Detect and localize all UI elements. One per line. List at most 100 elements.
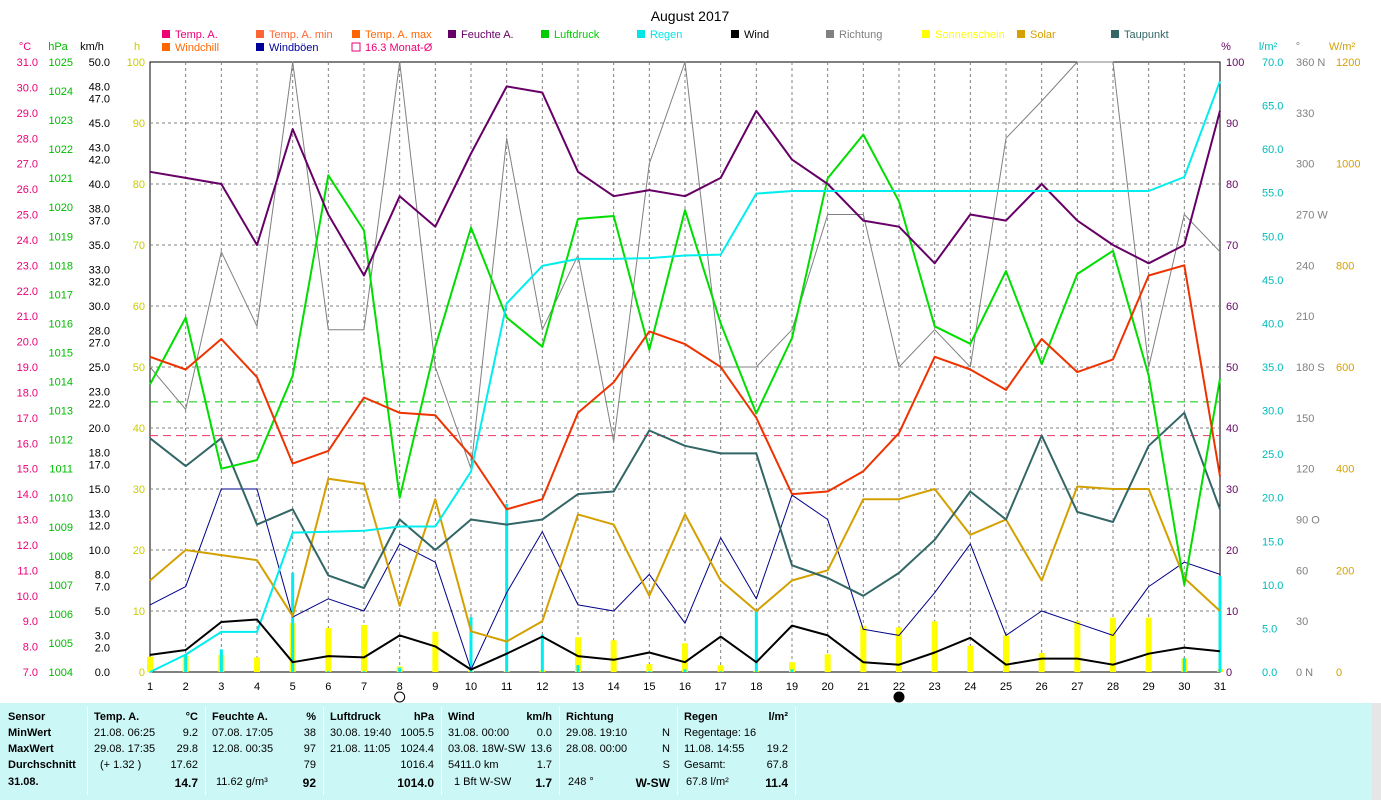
humidity-today-value: 92 (302, 776, 316, 790)
legend-label-7: Richtung (839, 29, 882, 41)
x-tick-label: 12 (536, 681, 548, 693)
tick-rain: 5.0 (1262, 623, 1277, 635)
direction-column: Richtung 29.08. 19:10 N 28.08. 00:00 N S 2… (560, 703, 676, 800)
sunshine-bar (824, 654, 831, 672)
tick-humidity: 80 (1226, 179, 1238, 191)
tick-rain: 50.0 (1262, 231, 1283, 243)
rain-max-value: 19.2 (766, 743, 788, 755)
rain-daily-bar (540, 634, 544, 672)
legend-swatch-7 (826, 30, 834, 38)
sunshine-bar (361, 625, 367, 672)
row-label-avg: Durchschnitt (8, 759, 76, 771)
tick-wind: 42.0 (89, 155, 110, 167)
x-tick-label: 3 (218, 681, 224, 693)
direction-max-value: N (662, 743, 670, 755)
sunshine-bar (325, 628, 332, 672)
temp-max-when: 29.08. 17:35 (94, 743, 156, 755)
tick-humidity: 20 (1226, 545, 1238, 557)
legend-swatch-10 (1111, 30, 1119, 38)
tick-wind: 12.0 (89, 521, 110, 533)
legend-label-10: Taupunkt (1124, 29, 1169, 41)
tick-temp: 7.0 (23, 667, 38, 679)
x-tick-label: 18 (750, 681, 762, 693)
axis-unit-sunshine: h (134, 41, 140, 53)
tick-temp: 27.0 (17, 159, 38, 171)
x-tick-label: 28 (1107, 681, 1119, 693)
tick-temp: 12.0 (17, 540, 38, 552)
pressure-min-value: 1005.5 (400, 727, 434, 739)
tick-temp: 18.0 (17, 387, 38, 399)
rain-unit: l/m² (768, 711, 788, 723)
x-tick-label: 31 (1214, 681, 1226, 693)
tick-wind: 3.0 (95, 630, 110, 642)
tick-direction: 120 (1296, 464, 1314, 476)
x-tick-label: 10 (465, 681, 477, 693)
tick-pressure: 1025 (49, 57, 73, 69)
sunshine-bar (610, 640, 617, 672)
legend-label-9: Solar (1030, 29, 1056, 41)
tick-solar: 1000 (1336, 159, 1360, 171)
tick-temp: 24.0 (17, 235, 38, 247)
tick-rain: 20.0 (1262, 493, 1283, 505)
tick-humidity: 50 (1226, 362, 1238, 374)
wind-max-when: 03.08. 18W-SW (448, 743, 526, 755)
pressure-max-value: 1024.4 (400, 743, 434, 755)
wind-today-value: 1.7 (535, 776, 552, 790)
tick-wind: 50.0 (89, 57, 110, 69)
sunshine-bar (1074, 621, 1081, 672)
statistics-panel: Sensor MinWert MaxWert Durchschnitt 31.0… (0, 703, 1372, 800)
tick-wind: 25.0 (89, 362, 110, 374)
x-tick-label: 2 (183, 681, 189, 693)
sensor-column: Sensor MinWert MaxWert Durchschnitt 31.0… (0, 703, 86, 800)
tick-solar: 1200 (1336, 57, 1360, 69)
sunshine-bar (1110, 617, 1116, 672)
tick-sunshine: 70 (133, 240, 145, 252)
vertical-scrollbar[interactable] (1372, 703, 1381, 800)
tick-wind: 18.0 (89, 447, 110, 459)
sunshine-bar (147, 656, 153, 672)
tick-wind: 33.0 (89, 264, 110, 276)
rain-daily-bar (469, 617, 473, 672)
tick-sunshine: 50 (133, 362, 145, 374)
legend-label-6: Wind (744, 29, 769, 41)
tick-wind: 43.0 (89, 142, 110, 154)
tick-wind: 2.0 (95, 643, 110, 655)
tick-wind: 37.0 (89, 216, 110, 228)
series-line-windb-en (149, 488, 1221, 671)
tick-direction: 90 O (1296, 515, 1320, 527)
humidity-header: Feuchte A. (212, 711, 268, 723)
humidity-column: Feuchte A.% 07.08. 17:05 38 12.08. 00:35 9… (206, 703, 322, 800)
humidity-max-value: 97 (303, 743, 316, 755)
rain-daily-bars (184, 503, 1222, 672)
tick-temp: 25.0 (17, 210, 38, 222)
temp-column: Temp. A. °C 21.08. 06:25 9.2 29.08. 17:35 2… (88, 703, 204, 800)
tick-direction: 360 N (1296, 57, 1325, 69)
tick-wind: 15.0 (89, 484, 110, 496)
x-tick-label: 23 (929, 681, 941, 693)
series-line-taupunkt (149, 411, 1221, 597)
rain-daily-bar (719, 671, 723, 672)
tick-wind: 35.0 (89, 240, 110, 252)
chart-series (149, 61, 1221, 673)
tick-solar: 600 (1336, 362, 1354, 374)
legend-label-8: Sonnenschein (935, 29, 1005, 41)
temp-min-value: 9.2 (182, 727, 198, 739)
legend-swatch-8 (922, 30, 930, 38)
legend-swatch-6 (731, 30, 739, 38)
x-tick-label: 25 (1000, 681, 1012, 693)
rain-max-when: 11.08. 14:55 (684, 743, 745, 755)
tick-wind: 27.0 (89, 338, 110, 350)
chart-legend: Temp. A. Temp. A. min Temp. A. max Feuchte … (162, 29, 1169, 54)
wind-unit: km/h (526, 711, 552, 723)
tick-temp: 21.0 (17, 311, 38, 323)
tick-solar: 400 (1336, 464, 1354, 476)
tick-direction: 330 (1296, 108, 1314, 120)
tick-pressure: 1005 (49, 638, 73, 650)
x-tick-label: 27 (1071, 681, 1083, 693)
tick-direction: 60 (1296, 565, 1308, 577)
tick-wind: 48.0 (89, 81, 110, 93)
humidity-avg-value: 79 (303, 759, 316, 771)
tick-wind: 28.0 (89, 325, 110, 337)
pressure-min-when: 30.08. 19:40 (330, 727, 392, 739)
rain-today-value: 11.4 (765, 776, 788, 790)
